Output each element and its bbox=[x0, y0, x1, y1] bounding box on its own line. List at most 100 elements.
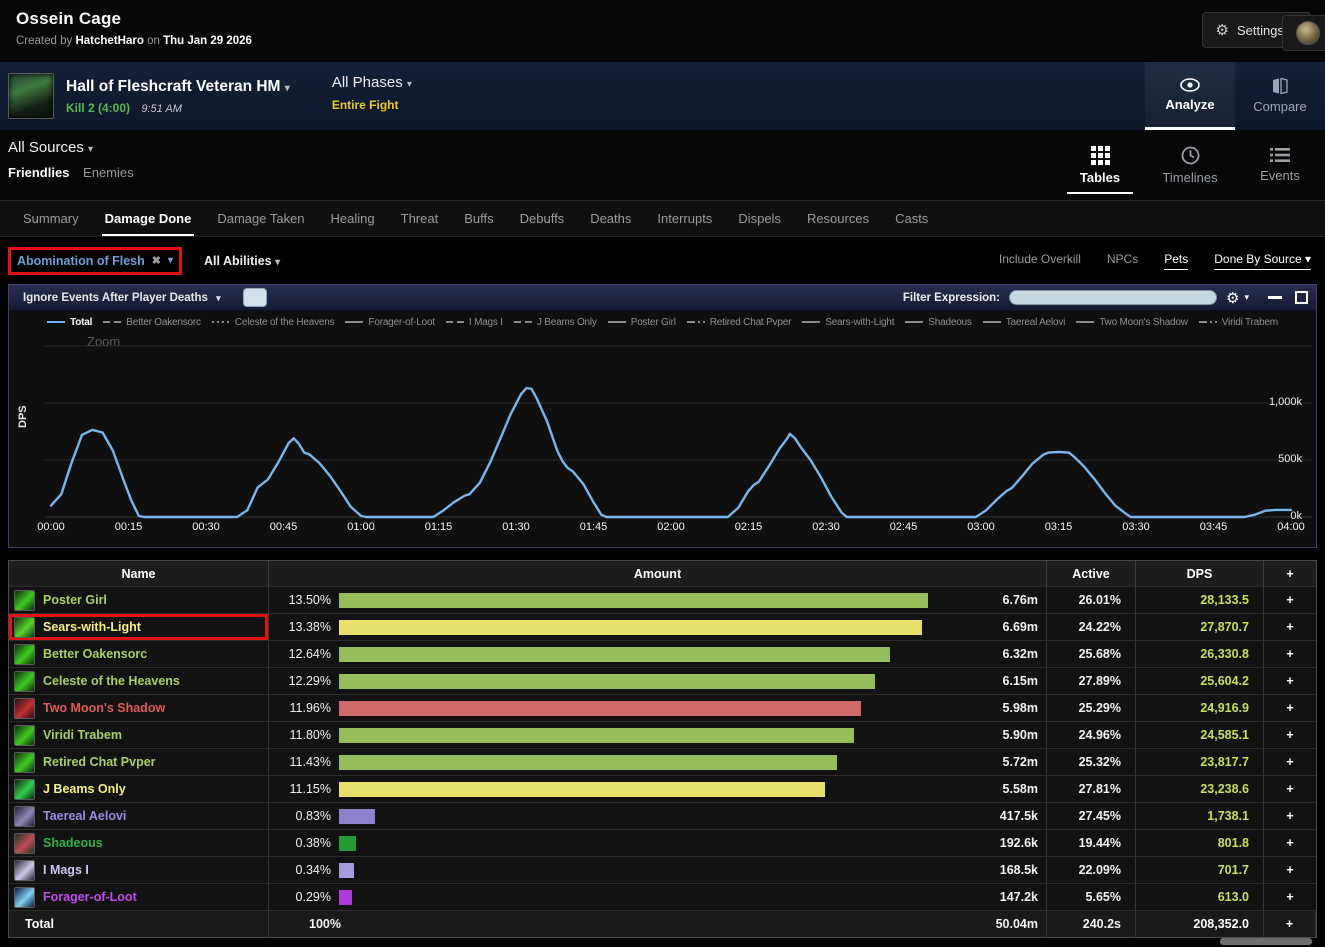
expand-row-button[interactable]: + bbox=[1264, 587, 1316, 613]
legend-item-celeste-of-the-heavens[interactable]: Celeste of the Heavens bbox=[212, 317, 335, 328]
horizontal-scrollbar[interactable] bbox=[1220, 938, 1312, 945]
gear-icon[interactable]: ⚙ bbox=[1226, 289, 1239, 307]
column-header-name[interactable]: Name bbox=[9, 561, 269, 586]
legend-item-total[interactable]: Total bbox=[47, 317, 92, 328]
player-name-link[interactable]: Poster Girl bbox=[43, 593, 107, 607]
player-name-link[interactable]: Two Moon's Shadow bbox=[43, 701, 165, 715]
tab-damage-done[interactable]: Damage Done bbox=[92, 201, 205, 236]
legend-item-viridi-trabem[interactable]: Viridi Trabem bbox=[1199, 317, 1278, 328]
chevron-down-icon: ▾ bbox=[285, 83, 290, 94]
sources-selector[interactable]: All Sources ▾ bbox=[8, 139, 134, 156]
total-bar-spacer bbox=[339, 917, 972, 932]
fight-selector[interactable]: Hall of Fleshcraft Veteran HM ▾ bbox=[66, 78, 290, 96]
legend-item-sears-with-light[interactable]: Sears-with-Light bbox=[802, 317, 894, 328]
expand-row-button[interactable]: + bbox=[1264, 884, 1316, 910]
tab-buffs[interactable]: Buffs bbox=[451, 201, 506, 236]
legend-label: Sears-with-Light bbox=[825, 317, 894, 328]
player-name-link[interactable]: Sears-with-Light bbox=[43, 620, 141, 634]
player-name-link[interactable]: Celeste of the Heavens bbox=[43, 674, 180, 688]
tab-events[interactable]: Events bbox=[1235, 130, 1325, 200]
player-name-link[interactable]: I Mags I bbox=[43, 863, 89, 877]
x-tick-label: 00:45 bbox=[270, 521, 298, 533]
tab-debuffs[interactable]: Debuffs bbox=[507, 201, 578, 236]
column-header-active[interactable]: Active bbox=[1047, 561, 1136, 586]
tab-deaths[interactable]: Deaths bbox=[577, 201, 644, 236]
player-name-link[interactable]: Taereal Aelovi bbox=[43, 809, 126, 823]
user-menu-button[interactable]: Hat bbox=[1282, 15, 1325, 51]
tab-dispels[interactable]: Dispels bbox=[725, 201, 794, 236]
player-name-link[interactable]: Retired Chat Pvper bbox=[43, 755, 156, 769]
ignore-deaths-dropdown[interactable]: Ignore Events After Player Deaths ▾ bbox=[23, 292, 221, 304]
bar-track bbox=[339, 863, 972, 878]
column-header-dps[interactable]: DPS bbox=[1136, 561, 1264, 586]
tab-casts[interactable]: Casts bbox=[882, 201, 941, 236]
legend-item-j-beams-only[interactable]: J Beams Only bbox=[514, 317, 597, 328]
legend-line-sample bbox=[47, 321, 65, 323]
toggle-done-by-source[interactable]: Done By Source ▾ bbox=[1214, 252, 1311, 270]
tab-damage-taken[interactable]: Damage Taken bbox=[204, 201, 317, 236]
active-percent: 27.45% bbox=[1047, 803, 1136, 829]
friendlies-toggle[interactable]: Friendlies bbox=[8, 165, 69, 180]
legend-item-forager-of-loot[interactable]: Forager-of-Loot bbox=[345, 317, 434, 328]
legend-item-poster-girl[interactable]: Poster Girl bbox=[608, 317, 676, 328]
legend-item-i-mags-i[interactable]: I Mags I bbox=[446, 317, 503, 328]
legend-item-shadeous[interactable]: Shadeous bbox=[905, 317, 971, 328]
expand-row-button[interactable]: + bbox=[1264, 668, 1316, 694]
tab-compare[interactable]: Compare bbox=[1235, 62, 1325, 130]
total-dps: 208,352.0 bbox=[1136, 911, 1264, 937]
player-name-link[interactable]: Better Oakensorc bbox=[43, 647, 147, 661]
tab-healing[interactable]: Healing bbox=[318, 201, 388, 236]
minimize-icon[interactable] bbox=[1268, 296, 1282, 299]
expand-row-button[interactable]: + bbox=[1264, 614, 1316, 640]
chart-canvas[interactable] bbox=[9, 333, 1314, 548]
player-name-link[interactable]: Shadeous bbox=[43, 836, 103, 850]
expand-row-button[interactable]: + bbox=[1264, 695, 1316, 721]
expand-row-button[interactable]: + bbox=[1264, 830, 1316, 856]
dps-value: 28,133.5 bbox=[1136, 587, 1264, 613]
expand-row-button[interactable]: + bbox=[1264, 722, 1316, 748]
legend-item-two-moon-s-shadow[interactable]: Two Moon's Shadow bbox=[1076, 317, 1188, 328]
toggle-npcs[interactable]: NPCs bbox=[1107, 252, 1138, 269]
amount-cell: 11.80%5.90m bbox=[269, 722, 1047, 748]
total-expand-button[interactable]: + bbox=[1264, 911, 1316, 937]
column-header-plus[interactable]: + bbox=[1264, 561, 1316, 586]
expand-row-button[interactable]: + bbox=[1264, 803, 1316, 829]
dps-chart[interactable]: Zoom DPS 0k500k1,000k 00:0000:1500:3000:… bbox=[9, 333, 1316, 548]
legend-item-taereal-aelovi[interactable]: Taereal Aelovi bbox=[983, 317, 1065, 328]
column-header-amount[interactable]: Amount bbox=[269, 561, 1047, 586]
eye-icon bbox=[1180, 78, 1200, 92]
legend-item-retired-chat-pvper[interactable]: Retired Chat Pvper bbox=[687, 317, 791, 328]
legend-line-sample bbox=[983, 321, 1001, 323]
player-name-link[interactable]: Forager-of-Loot bbox=[43, 890, 137, 904]
tab-timelines[interactable]: Timelines bbox=[1145, 130, 1235, 200]
report-author[interactable]: HatchetHaro bbox=[75, 35, 143, 47]
amount-value: 147.2k bbox=[980, 890, 1038, 904]
tab-summary[interactable]: Summary bbox=[10, 201, 92, 236]
legend-item-better-oakensorc[interactable]: Better Oakensorc bbox=[103, 317, 201, 328]
abilities-filter-dropdown[interactable]: All Abilities ▾ bbox=[204, 254, 280, 268]
maximize-icon[interactable] bbox=[1295, 291, 1308, 304]
page-title: Ossein Cage bbox=[16, 9, 252, 29]
filter-expression-input[interactable] bbox=[1009, 290, 1217, 305]
tab-interrupts[interactable]: Interrupts bbox=[644, 201, 725, 236]
expand-row-button[interactable]: + bbox=[1264, 641, 1316, 667]
expand-row-button[interactable]: + bbox=[1264, 776, 1316, 802]
enemies-toggle[interactable]: Enemies bbox=[83, 165, 134, 180]
tab-tables[interactable]: Tables bbox=[1055, 130, 1145, 200]
toggle-include-overkill[interactable]: Include Overkill bbox=[999, 252, 1081, 269]
tab-analyze[interactable]: Analyze bbox=[1145, 62, 1235, 130]
expand-row-button[interactable]: + bbox=[1264, 857, 1316, 883]
damage-percent: 12.64% bbox=[269, 647, 331, 661]
kill-label[interactable]: Kill 2 (4:00) bbox=[66, 101, 130, 115]
ignore-deaths-checkbox[interactable] bbox=[243, 288, 267, 307]
player-name-link[interactable]: Viridi Trabem bbox=[43, 728, 122, 742]
phase-selector[interactable]: All Phases ▾ bbox=[332, 74, 412, 91]
chevron-down-icon[interactable]: ▾ bbox=[1244, 292, 1249, 303]
tab-threat[interactable]: Threat bbox=[388, 201, 452, 236]
remove-filter-icon[interactable]: ✖ bbox=[152, 254, 161, 267]
toggle-pets[interactable]: Pets bbox=[1164, 252, 1188, 270]
target-filter-dropdown[interactable]: Abomination of Flesh ✖ ▾ bbox=[17, 254, 173, 268]
player-name-link[interactable]: J Beams Only bbox=[43, 782, 126, 796]
expand-row-button[interactable]: + bbox=[1264, 749, 1316, 775]
tab-resources[interactable]: Resources bbox=[794, 201, 882, 236]
